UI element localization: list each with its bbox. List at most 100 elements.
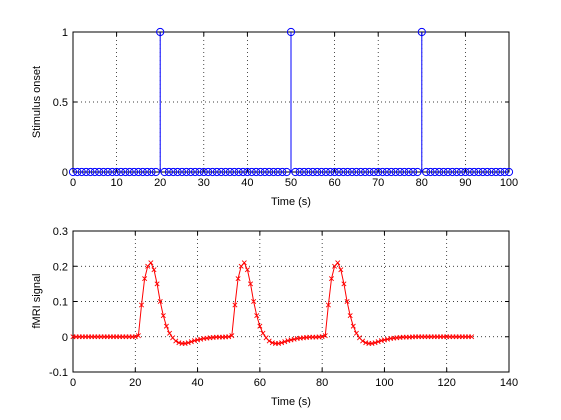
stem-marker bbox=[404, 167, 413, 177]
stem-marker bbox=[347, 167, 357, 177]
stem-marker bbox=[143, 167, 152, 177]
stem-marker bbox=[260, 167, 269, 177]
data-point-marker bbox=[185, 340, 191, 346]
stem-marker bbox=[382, 167, 392, 177]
y-tick-label: 0.3 bbox=[53, 226, 68, 238]
stem-marker bbox=[452, 167, 461, 177]
stem-marker bbox=[504, 167, 514, 177]
data-point-marker bbox=[375, 339, 381, 345]
stem-marker bbox=[474, 167, 483, 177]
x-tick-label: 90 bbox=[459, 177, 471, 189]
data-point-marker bbox=[160, 313, 166, 319]
bottom-x-tick-labels: 0 20 40 60 80 100 120 140 bbox=[70, 377, 518, 389]
stem-marker bbox=[77, 167, 86, 177]
stem-marker bbox=[151, 167, 160, 177]
stem-marker bbox=[334, 167, 344, 177]
data-point-marker bbox=[138, 302, 145, 308]
stem-marker bbox=[439, 167, 448, 177]
stem-marker bbox=[186, 167, 195, 177]
stem-marker bbox=[68, 167, 78, 177]
stem-marker bbox=[265, 167, 274, 177]
data-point-marker bbox=[232, 302, 238, 308]
x-tick-label: 80 bbox=[316, 377, 328, 389]
x-tick-label: 30 bbox=[198, 177, 210, 189]
bottom-y-axis-label: fMRI signal bbox=[31, 273, 43, 328]
stem-marker bbox=[273, 167, 283, 177]
stem-marker bbox=[491, 167, 501, 177]
stem-marker bbox=[182, 167, 191, 177]
data-point-marker bbox=[188, 339, 194, 345]
data-point-marker bbox=[241, 260, 247, 266]
stem-marker bbox=[269, 167, 278, 177]
data-point-marker bbox=[167, 330, 173, 336]
stimulus-onset-axes: 0 10 20 30 40 50 60 70 80 90 100 00.51 Time (s) St… bbox=[31, 27, 518, 208]
stem-marker bbox=[243, 167, 252, 177]
stem-marker bbox=[95, 167, 104, 177]
fmri-signal-series bbox=[70, 260, 475, 346]
stem-marker bbox=[339, 167, 348, 177]
data-point-marker bbox=[341, 281, 347, 287]
x-tick-label: 50 bbox=[285, 177, 297, 189]
stem-marker bbox=[343, 167, 352, 177]
stem-marker bbox=[500, 167, 509, 177]
stem-marker bbox=[208, 167, 217, 177]
stem-marker bbox=[112, 167, 121, 177]
stem-marker bbox=[73, 167, 82, 177]
stem-marker bbox=[448, 167, 457, 177]
stem-marker bbox=[160, 167, 169, 177]
data-point-marker bbox=[344, 298, 350, 305]
stem-marker bbox=[199, 167, 208, 177]
x-tick-label: 20 bbox=[154, 177, 166, 189]
x-tick-label: 40 bbox=[191, 377, 203, 389]
x-tick-label: 20 bbox=[129, 377, 141, 389]
stem-marker bbox=[326, 167, 335, 177]
data-point-marker bbox=[282, 339, 288, 345]
stem-marker bbox=[169, 167, 178, 177]
stem-marker bbox=[234, 167, 243, 177]
data-point-marker bbox=[254, 313, 260, 319]
data-point-marker bbox=[353, 330, 359, 336]
data-point-marker bbox=[469, 334, 475, 340]
data-point-marker bbox=[328, 276, 335, 282]
data-point-marker bbox=[335, 260, 341, 266]
data-point-marker bbox=[229, 333, 235, 339]
stem-marker bbox=[247, 167, 256, 177]
top-x-tick-labels: 0 10 20 30 40 50 60 70 80 90 100 bbox=[70, 177, 518, 189]
data-point-marker bbox=[151, 267, 157, 273]
stem-marker bbox=[391, 167, 400, 177]
stem-marker bbox=[470, 167, 479, 177]
y-tick-label: 0.5 bbox=[53, 97, 68, 109]
stem-marker bbox=[426, 167, 435, 177]
stem-marker bbox=[361, 167, 370, 177]
stem-marker bbox=[496, 167, 505, 177]
stem-marker bbox=[90, 167, 99, 177]
stem-marker bbox=[291, 167, 300, 177]
bottom-plot-area bbox=[72, 230, 510, 373]
stem-marker bbox=[108, 167, 117, 177]
stem-marker bbox=[456, 167, 466, 177]
stem-marker bbox=[317, 167, 326, 177]
stem-marker bbox=[461, 167, 470, 177]
stem-marker bbox=[417, 27, 426, 37]
data-point-marker bbox=[154, 281, 160, 287]
fmri-signal-axes: 0 20 40 60 80 100 120 140 -0.100.10.20.3 Time (… bbox=[31, 226, 518, 408]
stem-marker bbox=[204, 167, 213, 177]
stem-marker bbox=[134, 167, 143, 177]
stem-marker bbox=[230, 167, 239, 177]
stem-marker bbox=[408, 167, 418, 177]
stem-marker bbox=[156, 27, 165, 37]
data-point-marker bbox=[148, 260, 154, 266]
data-point-marker bbox=[235, 276, 241, 282]
stem-marker bbox=[212, 167, 221, 177]
data-point-marker bbox=[132, 334, 138, 340]
stem-marker bbox=[400, 167, 409, 177]
stem-marker bbox=[125, 167, 134, 177]
stem-marker bbox=[177, 167, 187, 177]
data-point-marker bbox=[247, 281, 254, 287]
data-point-marker bbox=[372, 340, 378, 346]
stem-marker bbox=[252, 167, 261, 177]
data-point-marker bbox=[244, 267, 250, 273]
stem-marker bbox=[173, 167, 182, 177]
x-tick-label: 10 bbox=[110, 177, 122, 189]
stem-marker bbox=[286, 27, 296, 37]
